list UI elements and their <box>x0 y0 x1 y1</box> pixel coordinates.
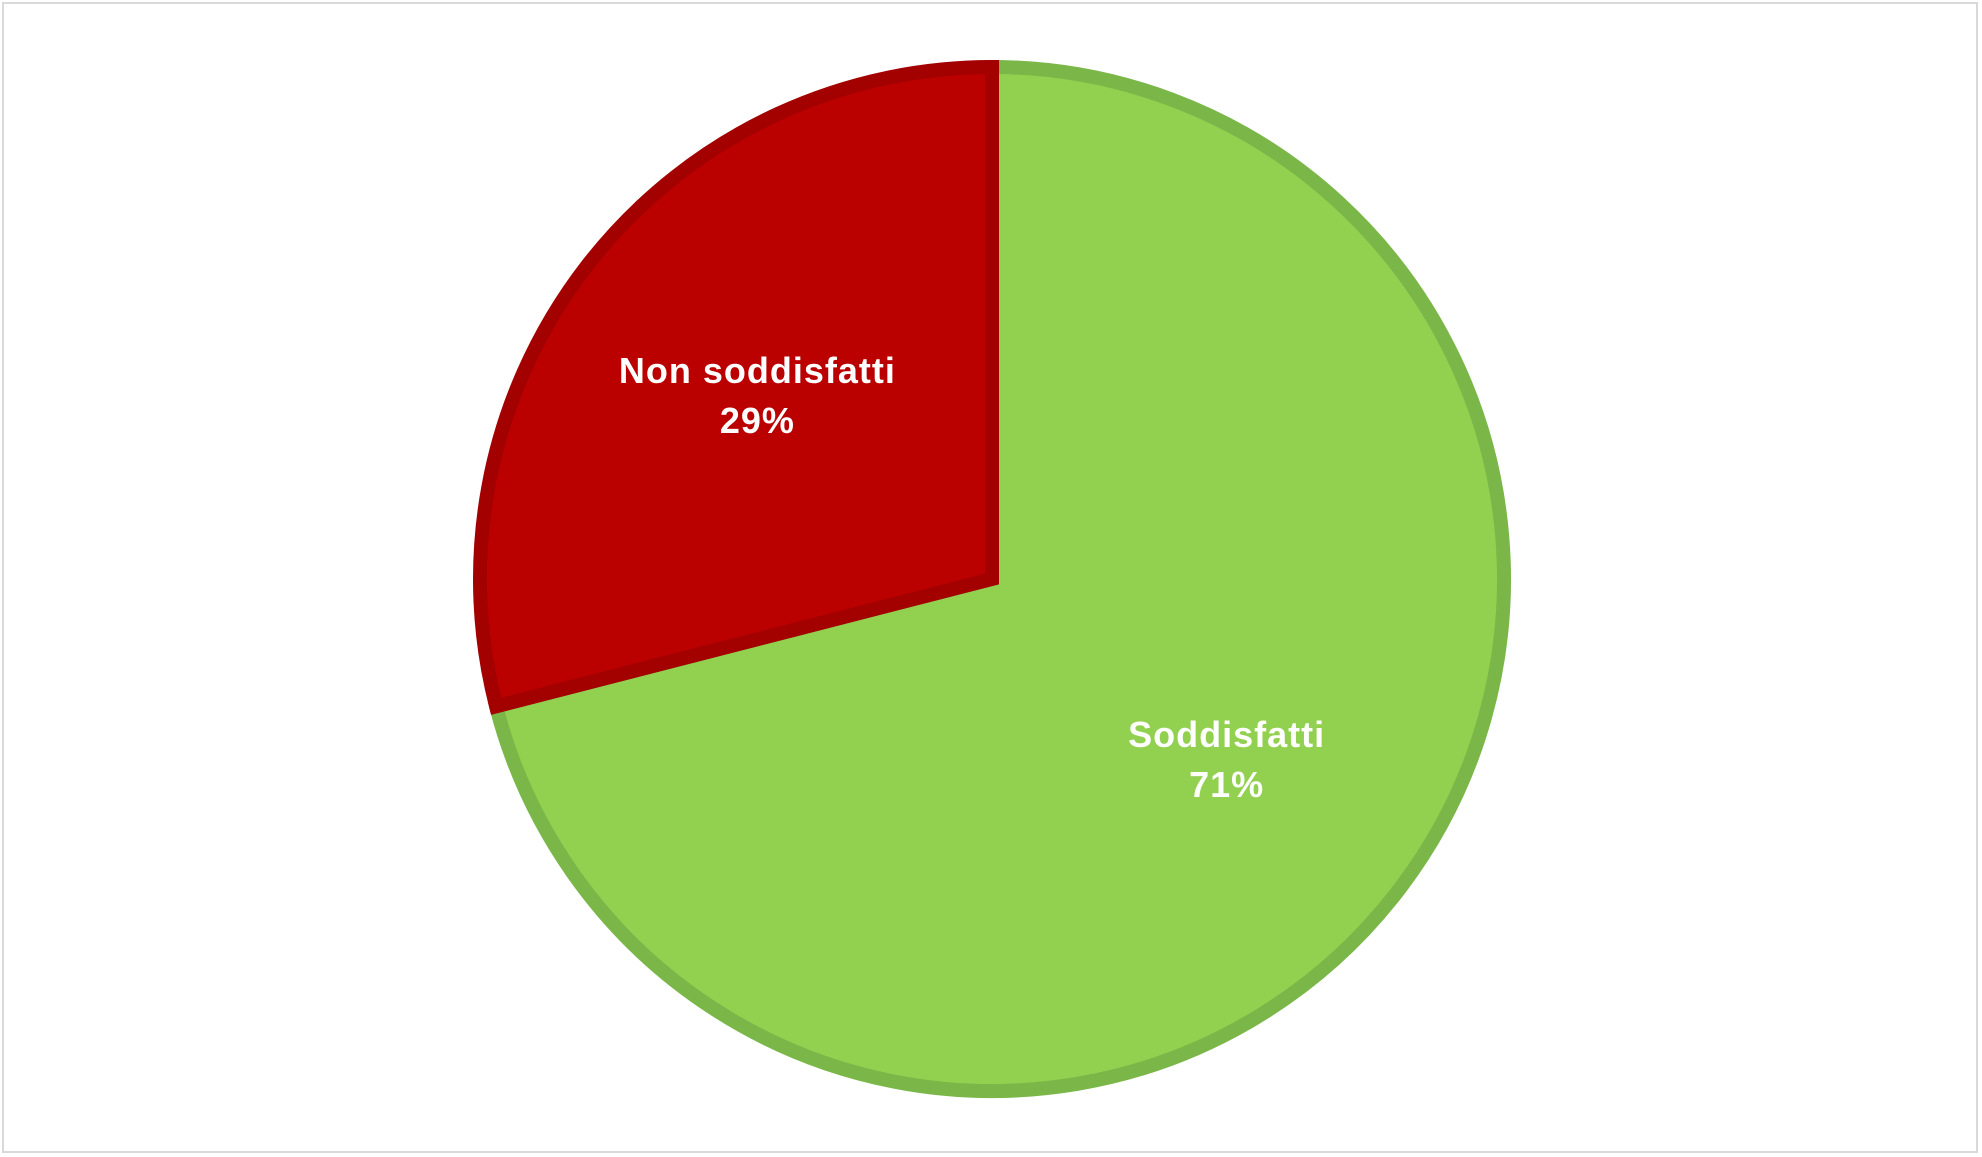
pie-slice-non-soddisfatti <box>473 59 999 715</box>
pie-slices <box>473 59 1511 1098</box>
pie-slice-soddisfatti <box>487 59 1511 1098</box>
pie-chart: Soddisfatti 71% Non soddisfatti 29% <box>473 59 1511 1098</box>
slice-value-soddisfatti: 71% <box>1189 764 1264 805</box>
slice-label-soddisfatti: Soddisfatti <box>1128 714 1325 755</box>
slice-label-non-soddisfatti: Non soddisfatti <box>619 350 896 391</box>
pie-labels: Soddisfatti 71% Non soddisfatti 29% <box>619 350 1325 805</box>
slice-value-non-soddisfatti: 29% <box>720 400 795 441</box>
